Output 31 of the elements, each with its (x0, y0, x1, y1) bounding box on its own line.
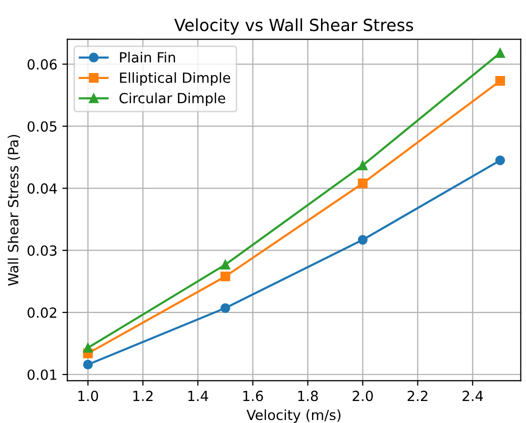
point (495, 156, 505, 166)
legend-label: Plain Fin (120, 52, 176, 63)
x-tick-label: 2.0 (352, 390, 373, 402)
y-tick-label: 0.01 (28, 369, 56, 380)
x-tick-label: 1.8 (298, 390, 318, 402)
point (495, 48, 505, 58)
legend-label: Elliptical Dimple (120, 72, 230, 86)
y-tick-label: 0.04 (28, 183, 57, 194)
point (495, 76, 505, 86)
point (220, 303, 230, 313)
point (358, 178, 368, 188)
x-axis-title: Velocity (m/s) (246, 409, 340, 423)
point (358, 160, 368, 170)
x-tick-label: 1.0 (78, 390, 98, 402)
y-tick-label: 0.03 (28, 245, 56, 256)
x-tick-label: 2.2 (408, 390, 428, 401)
y-tick-label: 0.06 (28, 59, 57, 70)
y-tick-label: 0.02 (28, 307, 56, 318)
x-tick-label: 1.6 (243, 390, 263, 402)
point (220, 272, 230, 282)
point (83, 360, 93, 370)
x-tick-label: 1.2 (133, 390, 153, 401)
point (220, 260, 230, 270)
legend-label: Circular Dimple (119, 92, 226, 106)
chart-title: Velocity vs Wall Shear Stress (174, 18, 414, 34)
point (358, 234, 368, 245)
y-tick-label: 0.05 (28, 121, 56, 132)
x-tick-label: 2.4 (462, 390, 483, 401)
point (83, 342, 93, 353)
y-axis-title: Wall Shear Stress (Pa) (8, 134, 20, 286)
x-tick-label: 1.4 (188, 390, 208, 401)
